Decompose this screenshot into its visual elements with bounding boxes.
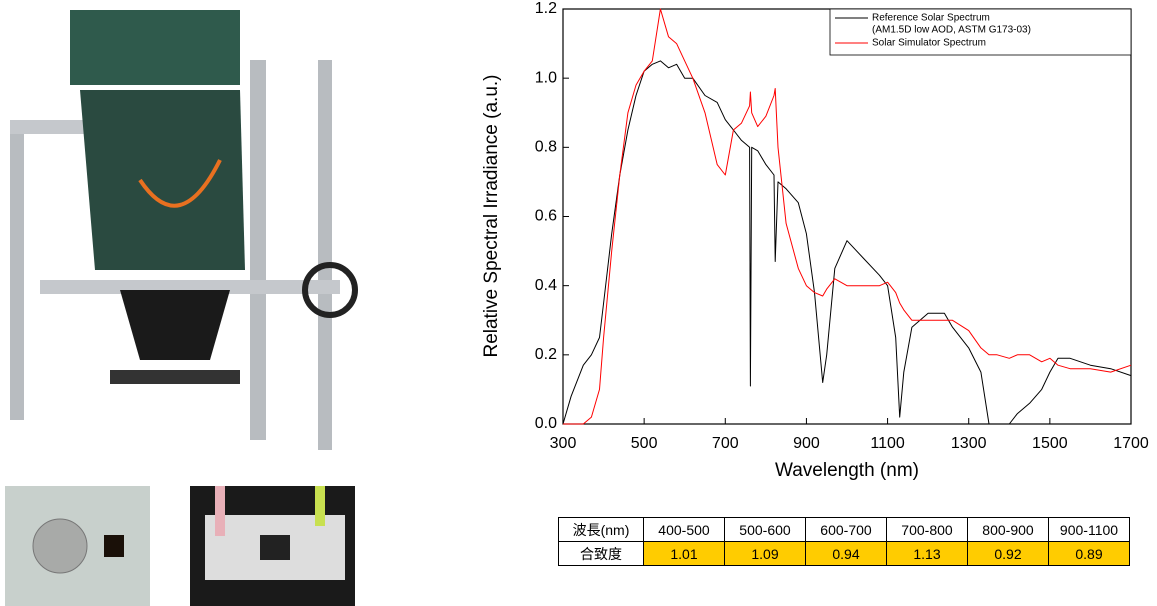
table-cell: 0.92 (967, 541, 1049, 566)
table-cell: 1.09 (724, 541, 806, 566)
table-cell: 合致度 (558, 541, 644, 566)
table-cell: 1.13 (886, 541, 968, 566)
y-tick-label: 1.0 (535, 69, 557, 86)
x-tick-label: 700 (712, 435, 739, 452)
y-tick-label: 1.2 (535, 0, 557, 17)
legend-label: Reference Solar Spectrum (872, 13, 990, 24)
y-tick-label: 0.0 (535, 415, 557, 432)
table-row: 波長(nm) 400-500 500-600 600-700 700-800 800-90… (558, 517, 1130, 542)
table-cell: 0.94 (805, 541, 887, 566)
table-cell: 700-800 (886, 517, 968, 542)
x-tick-label: 1300 (951, 435, 987, 452)
legend-box (829, 8, 1132, 56)
table-cell: 800-900 (967, 517, 1049, 542)
x-tick-label: 1500 (1032, 435, 1068, 452)
x-axis-label: Wavelength (nm) (775, 460, 919, 481)
x-tick-label: 1700 (1113, 435, 1149, 452)
table-cell: 600-700 (805, 517, 887, 542)
match-table: 波長(nm) 400-500 500-600 600-700 700-800 800-90… (558, 517, 1130, 566)
x-tick-label: 900 (793, 435, 820, 452)
table-cell: 波長(nm) (558, 517, 644, 542)
photo-cell (190, 486, 355, 606)
legend-sublabel: (AM1.5D low AOD, ASTM G173-03) (872, 25, 1031, 36)
y-tick-label: 0.4 (535, 277, 557, 294)
x-tick-label: 1100 (870, 435, 905, 452)
y-tick-label: 0.2 (535, 346, 557, 363)
table-cell: 1.01 (643, 541, 725, 566)
photo-apparatus (10, 10, 358, 450)
x-tick-label: 500 (631, 435, 658, 452)
y-tick-label: 0.8 (535, 139, 557, 156)
y-axis-label: Relative Spectral Irradiance (a.u.) (481, 74, 502, 357)
x-tick-label: 300 (550, 435, 577, 452)
table-cell: 900-1100 (1048, 517, 1130, 542)
y-tick-label: 0.6 (535, 208, 557, 225)
table-cell: 500-600 (724, 517, 806, 542)
table-cell: 0.89 (1048, 541, 1130, 566)
plot-frame (562, 8, 1132, 425)
table-row: 合致度 1.01 1.09 0.94 1.13 0.92 0.89 (558, 541, 1130, 566)
table-cell: 400-500 (643, 517, 725, 542)
photo-coin (5, 486, 150, 606)
series-line (562, 60, 1132, 425)
series-line (563, 8, 1132, 425)
legend-label: Solar Simulator Spectrum (872, 38, 986, 49)
